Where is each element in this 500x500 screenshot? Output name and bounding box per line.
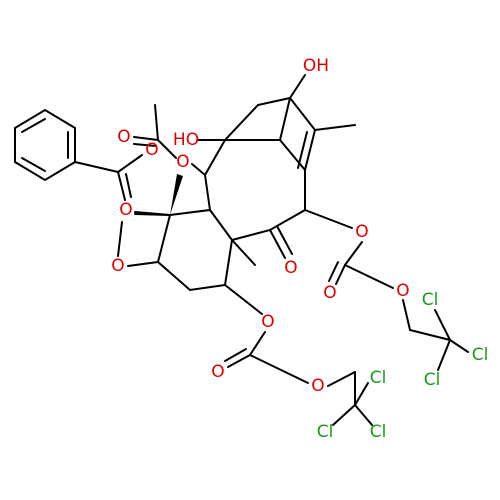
bond xyxy=(304,129,316,171)
atom-label: O xyxy=(261,312,274,332)
bond xyxy=(74,161,119,173)
bond xyxy=(117,221,123,257)
bond xyxy=(327,371,356,387)
atom-label: O xyxy=(323,283,336,303)
benzene-ring xyxy=(14,108,76,182)
bond xyxy=(289,74,306,99)
bond xyxy=(21,118,46,133)
bond xyxy=(125,173,132,198)
atom-label: Cl xyxy=(317,422,334,442)
methyl-wedge xyxy=(170,174,183,215)
bond xyxy=(434,309,451,341)
bond xyxy=(269,229,286,259)
bond xyxy=(224,104,259,141)
bond xyxy=(224,348,247,362)
atom-label: Cl xyxy=(424,370,441,390)
atom-label: O xyxy=(176,152,189,172)
bond xyxy=(332,404,356,426)
bond xyxy=(133,143,157,147)
bond xyxy=(134,213,171,216)
bond xyxy=(191,163,206,176)
atom-label: O xyxy=(111,256,124,276)
bond xyxy=(437,339,451,371)
bond xyxy=(409,329,451,341)
atom-label: OH xyxy=(303,56,329,76)
atom-label: Cl xyxy=(472,345,489,365)
bond xyxy=(344,264,394,289)
bond xyxy=(402,299,411,331)
bonds xyxy=(14,74,469,426)
atom-label: Cl xyxy=(370,368,387,388)
bond xyxy=(344,241,363,266)
ring xyxy=(156,208,234,292)
bond xyxy=(289,97,316,131)
atom-label: HO xyxy=(173,130,199,150)
atom-label: O xyxy=(311,376,324,396)
atom-label: O xyxy=(145,140,158,160)
atom-label: O xyxy=(117,127,130,147)
atom-label: O xyxy=(211,362,224,382)
atom-label: O xyxy=(119,200,132,220)
bond xyxy=(127,261,159,267)
bond xyxy=(354,382,369,406)
bond xyxy=(354,404,373,426)
bond xyxy=(249,331,266,356)
bond xyxy=(279,97,291,141)
bond xyxy=(227,354,251,368)
bond xyxy=(157,139,177,159)
atom-label: O xyxy=(355,222,368,242)
bond xyxy=(249,354,309,384)
bond xyxy=(231,239,256,266)
atom-labels: OH O O HO O O O O O O O Cl Cl Cl O O O C… xyxy=(111,56,488,442)
bond xyxy=(276,225,293,255)
bond xyxy=(117,154,143,173)
bond xyxy=(117,171,126,201)
bond xyxy=(21,157,46,172)
bond xyxy=(154,104,159,141)
bond xyxy=(328,261,339,282)
atom-label: O xyxy=(284,258,297,278)
bond xyxy=(224,284,263,315)
bond xyxy=(449,339,469,353)
bond xyxy=(257,97,291,106)
bond xyxy=(297,131,308,169)
bond xyxy=(133,136,159,141)
atom-label: Cl xyxy=(422,290,439,310)
bond xyxy=(304,209,353,229)
bond xyxy=(335,264,346,285)
atom-label: O xyxy=(396,281,409,301)
atom-label: Cl xyxy=(370,422,387,442)
bond xyxy=(314,124,356,131)
ring xyxy=(203,139,306,241)
